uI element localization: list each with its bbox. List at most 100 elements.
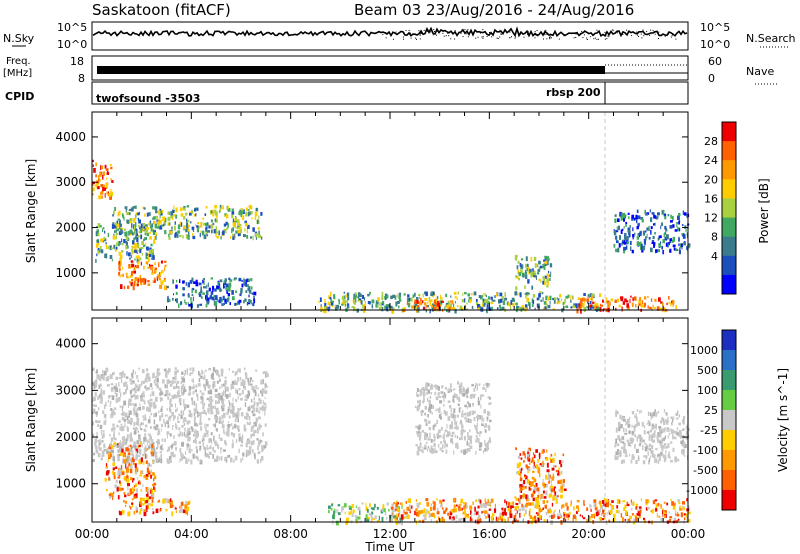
nsearch-point <box>420 32 422 34</box>
echo-cell <box>125 447 129 451</box>
echo-cell <box>524 454 526 459</box>
echo-cell <box>129 218 133 221</box>
echo-cell <box>166 449 169 453</box>
echo-cell <box>234 455 238 461</box>
echo-cell <box>603 514 606 518</box>
echo-cell <box>549 487 551 491</box>
echo-cell <box>643 455 647 458</box>
echo-cell <box>667 454 671 458</box>
echo-cell <box>144 230 147 234</box>
echo-cell <box>188 410 192 414</box>
echo-cell <box>538 490 540 496</box>
echo-cell <box>513 519 517 523</box>
echo-cell <box>622 418 626 422</box>
echo-cell <box>194 208 197 212</box>
echo-cell <box>651 240 655 243</box>
echo-cell <box>131 279 134 282</box>
echo-cell <box>100 191 103 195</box>
echo-cell <box>469 429 471 433</box>
echo-cell <box>253 291 257 296</box>
echo-cell <box>125 475 129 479</box>
echo-cell <box>547 305 551 309</box>
echo-cell <box>454 308 457 314</box>
nsky-label: N.Sky <box>3 32 35 45</box>
echo-cell <box>519 453 522 456</box>
echo-cell <box>678 213 681 216</box>
echo-cell <box>129 465 133 469</box>
echo-cell <box>414 405 417 409</box>
echo-cell <box>665 419 667 423</box>
echo-cell <box>103 420 107 425</box>
echo-cell <box>361 502 364 505</box>
echo-cell <box>482 503 486 508</box>
cpid-program-1: twofsound -3503 <box>96 92 200 105</box>
echo-cell <box>458 396 460 400</box>
echo-cell <box>441 450 444 453</box>
echo-cell <box>682 501 685 505</box>
echo-cell <box>655 423 657 428</box>
echo-cell <box>145 505 148 510</box>
echo-cell <box>623 241 627 245</box>
echo-cell <box>114 390 116 394</box>
echo-cell <box>439 400 443 404</box>
echo-cell <box>626 501 629 505</box>
nsearch-point <box>662 34 664 35</box>
echo-cell <box>347 296 350 301</box>
echo-cell <box>651 444 654 449</box>
echo-cell <box>479 442 483 448</box>
echo-cell <box>206 444 208 450</box>
echo-cell <box>237 233 240 237</box>
colorbar-tick-label: 25 <box>704 404 718 417</box>
echo-cell <box>102 171 106 176</box>
echo-cell <box>401 520 403 526</box>
echo-cell <box>624 454 628 457</box>
echo-cell <box>194 289 197 294</box>
echo-cell <box>532 268 534 272</box>
echo-cell <box>617 435 620 440</box>
echo-cell <box>616 226 618 232</box>
echo-cell <box>675 305 677 310</box>
echo-cell <box>95 243 99 248</box>
echo-cell <box>250 300 252 305</box>
colorbar-swatch <box>722 470 736 491</box>
echo-cell <box>205 296 208 302</box>
echo-cell <box>394 515 398 519</box>
echo-cell <box>154 267 158 271</box>
echo-cell <box>532 491 536 494</box>
echo-cell <box>436 498 438 501</box>
echo-cell <box>670 429 674 434</box>
echo-cell <box>221 392 225 396</box>
echo-cell <box>606 512 608 516</box>
echo-cell <box>142 503 145 506</box>
echo-cell <box>223 398 225 402</box>
echo-cell <box>440 390 442 395</box>
echo-cell <box>164 217 167 223</box>
echo-cell <box>425 388 428 392</box>
echo-cell <box>647 499 650 503</box>
echo-cell <box>460 419 462 423</box>
echo-cell <box>215 219 218 223</box>
echo-cell <box>230 236 232 240</box>
echo-cell <box>141 240 144 245</box>
echo-cell <box>441 516 443 519</box>
echo-cell <box>145 493 149 497</box>
echo-cell <box>187 235 190 240</box>
echo-cell <box>227 454 231 458</box>
echo-cell <box>118 261 121 265</box>
echo-cell <box>197 383 201 387</box>
echo-cell <box>135 229 138 234</box>
echo-cell <box>552 457 555 463</box>
echo-cell <box>448 515 452 520</box>
echo-cell <box>120 228 123 234</box>
echo-cell <box>137 421 140 426</box>
echo-cell <box>667 443 670 448</box>
echo-cell <box>120 373 124 378</box>
echo-cell <box>580 309 582 314</box>
echo-cell <box>135 410 138 414</box>
echo-cell <box>130 491 132 495</box>
echo-cell <box>652 411 655 417</box>
echo-cell <box>141 470 143 474</box>
echo-cell <box>182 410 185 416</box>
echo-cell <box>527 279 530 284</box>
echo-cell <box>184 427 186 432</box>
